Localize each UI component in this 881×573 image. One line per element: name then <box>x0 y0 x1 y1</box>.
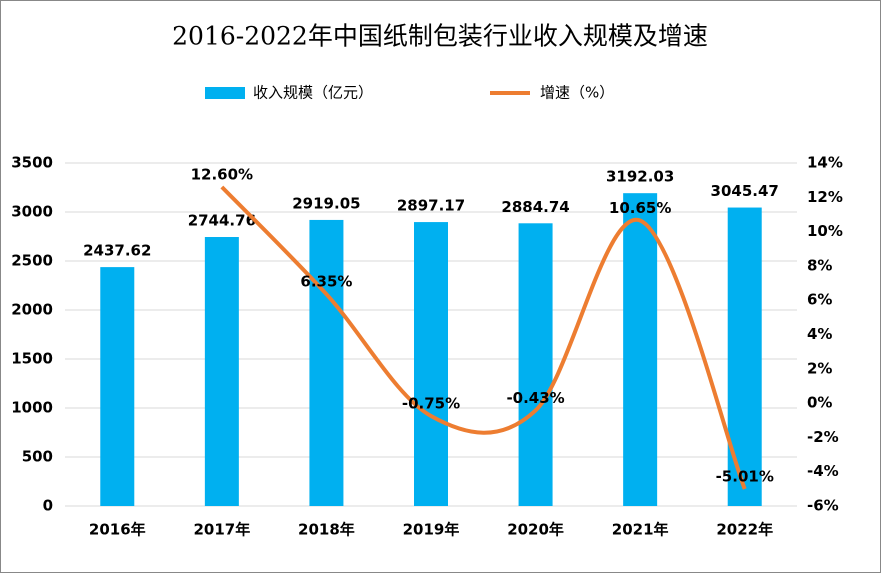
y-tick-label: 3500 <box>11 154 53 172</box>
value-label: 2744.76 <box>188 212 256 230</box>
x-tick-label: 2019年 <box>403 521 460 539</box>
value-label: 12.60% <box>191 166 253 184</box>
y-tick-label: 500 <box>22 448 53 466</box>
value-label: 2437.62 <box>83 242 151 260</box>
y-tick-label: 1000 <box>11 399 53 417</box>
y2-tick-label: 2% <box>807 359 832 377</box>
value-label: -5.01% <box>716 468 774 486</box>
x-tick-label: 2016年 <box>89 521 146 539</box>
y2-tick-label: -2% <box>807 428 839 446</box>
value-label: 3045.47 <box>711 182 779 200</box>
value-label: -0.43% <box>506 389 564 407</box>
y-tick-label: 0 <box>43 497 53 515</box>
chart-title: 2016-2022年中国纸制包装行业收入规模及增速 <box>172 22 708 51</box>
bar <box>518 223 553 507</box>
bar <box>309 219 344 506</box>
bar <box>727 207 762 506</box>
y2-tick-label: 0% <box>807 394 832 412</box>
x-tick-label: 2022年 <box>716 521 773 539</box>
value-label: 2884.74 <box>501 198 569 216</box>
y2-tick-label: -4% <box>807 462 839 480</box>
bar <box>623 193 658 506</box>
line <box>220 185 747 490</box>
x-tick-label: 2020年 <box>507 521 564 539</box>
legend-label: 收入规模（亿元） <box>253 84 373 102</box>
y-tick-label: 1500 <box>11 350 53 368</box>
bar <box>100 267 135 506</box>
value-label: 2897.17 <box>397 197 465 215</box>
value-label: 3192.03 <box>606 168 674 186</box>
legend-swatch <box>205 87 245 99</box>
y2-tick-label: 10% <box>807 222 843 240</box>
x-tick-label: 2021年 <box>612 521 669 539</box>
x-tick-label: 2018年 <box>298 521 355 539</box>
value-label: 10.65% <box>609 199 671 217</box>
y2-tick-label: 4% <box>807 325 832 343</box>
bar <box>204 237 239 506</box>
y2-tick-label: 14% <box>807 154 843 172</box>
x-tick-label: 2017年 <box>193 521 250 539</box>
bar <box>414 222 448 507</box>
y2-tick-label: 6% <box>807 291 832 309</box>
y2-tick-label: -6% <box>807 497 839 515</box>
y-tick-label: 3000 <box>11 203 53 221</box>
y2-tick-label: 8% <box>807 256 832 274</box>
value-label: 6.35% <box>300 273 352 291</box>
legend-label: 增速（%） <box>540 84 614 102</box>
y-tick-label: 2000 <box>11 301 53 319</box>
y-tick-label: 2500 <box>11 252 53 270</box>
value-label: -0.75% <box>402 394 460 412</box>
y2-tick-label: 12% <box>807 188 843 206</box>
value-label: 2919.05 <box>292 194 360 212</box>
